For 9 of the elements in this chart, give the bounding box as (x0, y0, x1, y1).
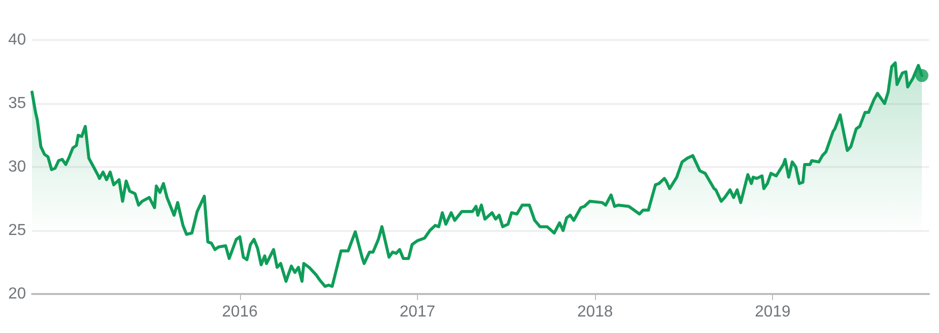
x-tick-label: 2017 (400, 304, 436, 320)
x-tick-label: 2018 (577, 304, 613, 320)
y-tick-label: 20 (8, 286, 26, 302)
y-tick-label: 40 (8, 32, 26, 48)
y-tick-label: 30 (8, 158, 26, 176)
x-tick-label: 2016 (222, 304, 258, 320)
y-tick-label: 25 (8, 222, 26, 239)
y-tick-label: 35 (8, 95, 26, 112)
x-tick-label: 2019 (754, 304, 791, 320)
